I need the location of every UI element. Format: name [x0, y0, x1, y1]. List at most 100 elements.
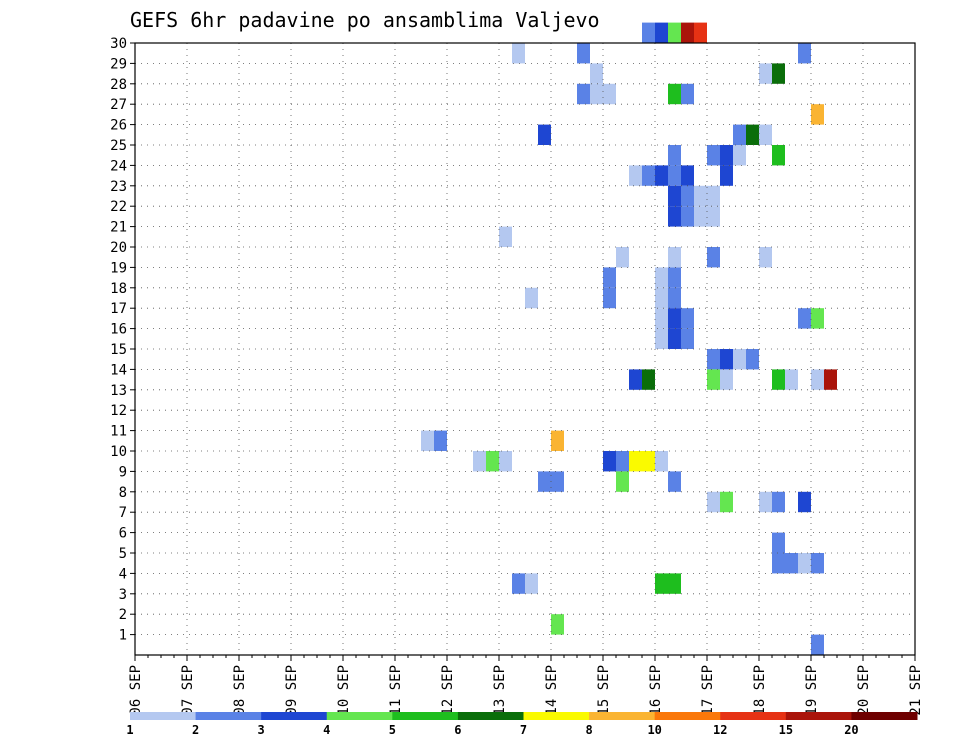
- heatmap-cell: [707, 185, 720, 207]
- heatmap-cell: [642, 369, 655, 390]
- y-tick-label: 23: [110, 179, 127, 195]
- heatmap-cell: [434, 430, 447, 451]
- heatmap-cell: [746, 124, 759, 145]
- colorbar-swatch: [326, 712, 393, 720]
- heatmap-cell: [551, 430, 564, 451]
- x-tick-label: 16 SEP: [648, 665, 664, 716]
- heatmap-cell: [720, 349, 733, 370]
- heatmap-cell: [538, 471, 551, 492]
- x-tick-label: 19 SEP: [804, 665, 820, 716]
- y-tick-label: 20: [110, 240, 127, 256]
- heatmap-cell: [577, 43, 590, 64]
- heatmap-cell: [421, 430, 434, 451]
- heatmap-cell: [512, 573, 525, 594]
- x-tick-label: 21 SEP: [908, 665, 924, 716]
- colorbar-label: 20: [844, 723, 858, 737]
- y-tick-label: 7: [119, 505, 127, 521]
- grid: [135, 43, 915, 655]
- colorbar-swatch: [457, 712, 524, 720]
- heatmap-cell: [668, 308, 681, 329]
- heatmap-cell: [655, 451, 668, 472]
- heatmap-cell: [772, 491, 785, 513]
- y-tick-label: 10: [110, 444, 127, 460]
- heatmap-cell: [668, 145, 681, 166]
- heatmap-cell: [785, 553, 798, 574]
- heatmap-cell: [785, 369, 798, 390]
- x-tick-label: 07 SEP: [180, 665, 196, 716]
- colorbar-swatch: [720, 712, 787, 720]
- heatmap-cell: [681, 206, 694, 227]
- heatmap-cell: [681, 185, 694, 207]
- heatmap-cell: [668, 328, 681, 349]
- heatmap-cell: [668, 22, 681, 43]
- heatmap-cell: [707, 349, 720, 370]
- colorbar-label: 12: [713, 723, 727, 737]
- heatmap-cell: [616, 451, 629, 472]
- heatmap-cell: [629, 451, 642, 472]
- heatmap-cell: [811, 369, 824, 390]
- colorbar-label: 8: [585, 723, 592, 737]
- heatmap-cell: [772, 145, 785, 166]
- colorbar-swatch: [130, 712, 197, 720]
- heatmap-cell: [486, 451, 499, 472]
- y-tick-label: 17: [110, 301, 127, 317]
- heatmap-cell: [603, 287, 616, 309]
- heatmap-cell: [551, 471, 564, 492]
- heatmap-cell: [655, 165, 668, 186]
- y-tick-label: 6: [119, 526, 127, 542]
- heatmap-cell: [512, 43, 525, 64]
- heatmap-cell: [642, 165, 655, 186]
- heatmap-cell: [655, 308, 668, 329]
- heatmap-cell: [759, 491, 772, 513]
- chart-title: GEFS 6hr padavine po ansamblima Valjevo: [130, 8, 600, 32]
- heatmap-cell: [668, 287, 681, 309]
- heatmap-cell: [499, 451, 512, 472]
- y-tick-label: 15: [110, 342, 127, 358]
- heatmap-cell: [603, 451, 616, 472]
- heatmap-cell: [772, 369, 785, 390]
- x-tick-label: 20 SEP: [856, 665, 872, 716]
- y-tick-label: 18: [110, 281, 127, 297]
- y-tick-label: 28: [110, 77, 127, 93]
- colorbar-label: 7: [520, 723, 527, 737]
- colorbar-swatch: [523, 712, 590, 720]
- y-tick-label: 29: [110, 56, 127, 72]
- heatmap-cell: [473, 451, 486, 472]
- heatmap-cell: [759, 63, 772, 84]
- x-tick-label: 09 SEP: [284, 665, 300, 716]
- y-axis: 1234567891011121314151617181920212223242…: [110, 36, 135, 644]
- x-tick-label: 06 SEP: [128, 665, 144, 716]
- heatmap-cell: [707, 206, 720, 227]
- heatmap-cell: [603, 83, 616, 105]
- heatmap-cell: [707, 369, 720, 390]
- x-tick-label: 10 SEP: [336, 665, 352, 716]
- y-tick-label: 2: [119, 607, 127, 623]
- x-tick-label: 12 SEP: [440, 665, 456, 716]
- heatmap-cell: [798, 553, 811, 574]
- y-tick-label: 11: [110, 424, 127, 440]
- y-tick-label: 26: [110, 118, 127, 134]
- heatmap-cell: [603, 267, 616, 288]
- heatmap-cell: [668, 247, 681, 268]
- heatmap-cell: [655, 22, 668, 43]
- heatmap-cell: [668, 185, 681, 207]
- y-tick-label: 3: [119, 587, 127, 603]
- colorbar-swatch: [851, 712, 918, 720]
- colorbar-label: 6: [454, 723, 461, 737]
- y-tick-label: 19: [110, 260, 127, 276]
- y-tick-label: 12: [110, 403, 127, 419]
- heatmap-cell: [707, 247, 720, 268]
- y-tick-label: 9: [119, 464, 127, 480]
- heatmap-cell: [707, 145, 720, 166]
- heatmap-cell: [733, 124, 746, 145]
- colorbar: 1 2 3 4 5 6 7 8 10 12 15 20: [126, 712, 918, 737]
- colorbar-swatch: [261, 712, 328, 720]
- heatmap-cell: [616, 247, 629, 268]
- heatmap-cell: [759, 247, 772, 268]
- heatmap-cell: [694, 206, 707, 227]
- y-tick-label: 21: [110, 220, 127, 236]
- x-tick-label: 13 SEP: [492, 665, 508, 716]
- x-axis: 06 SEP 07 SEP 08 SEP 09 SEP 10 SEP 11 SEP 12 S…: [128, 655, 924, 716]
- colorbar-swatch: [392, 712, 459, 720]
